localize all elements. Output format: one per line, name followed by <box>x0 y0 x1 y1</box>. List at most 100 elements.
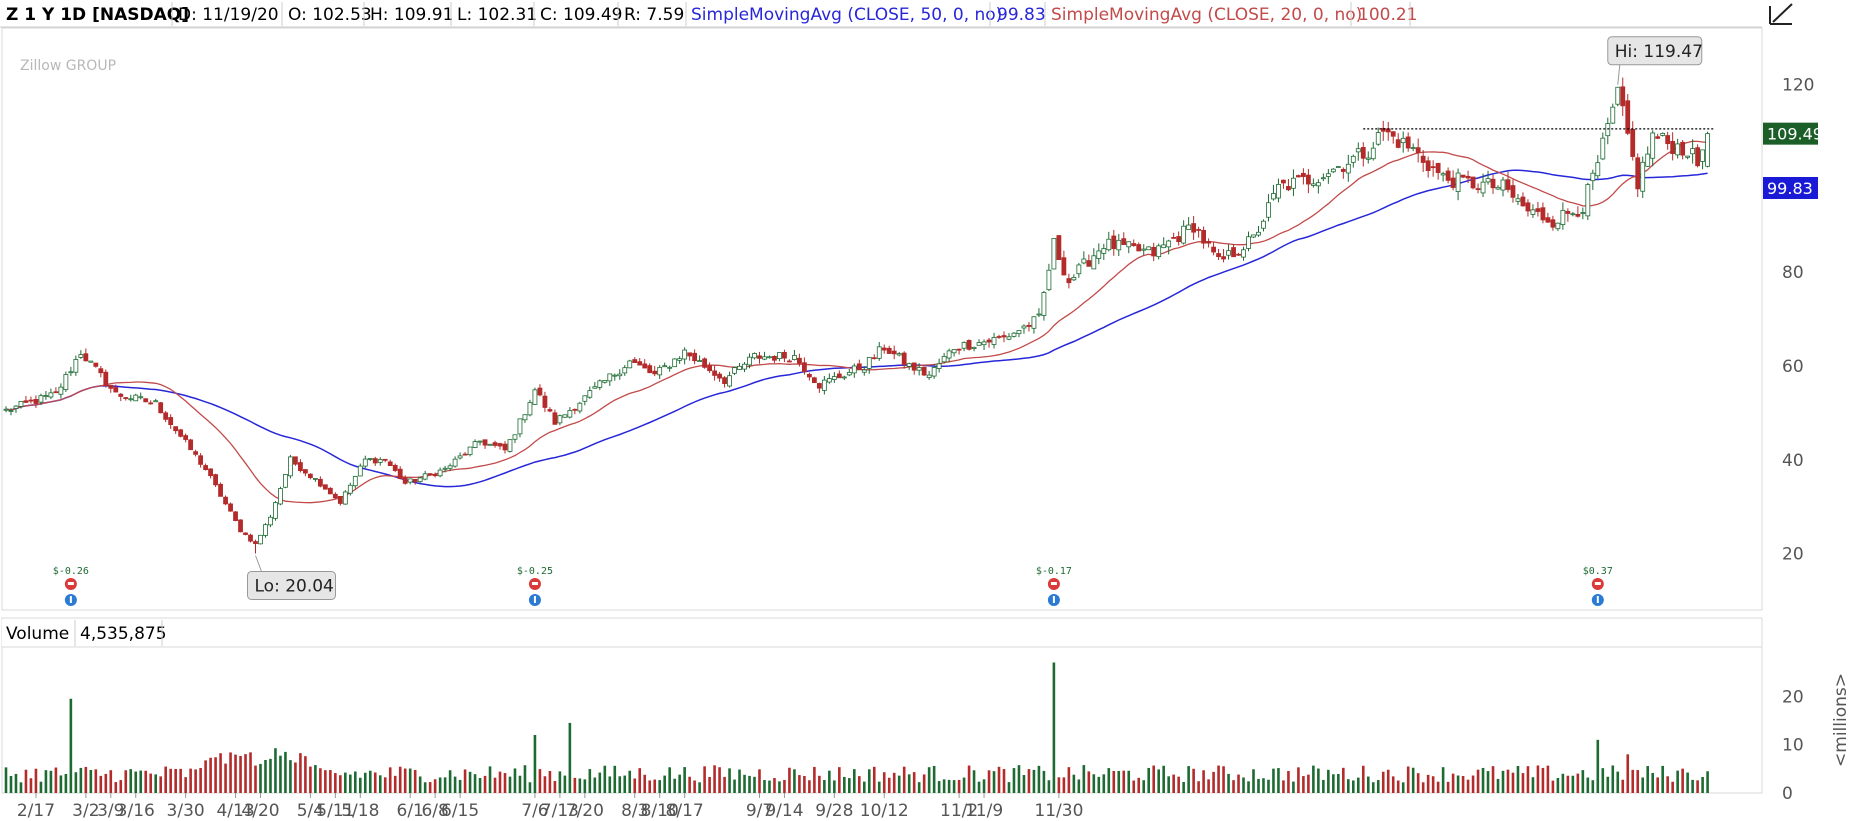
volume-bar <box>623 775 627 793</box>
candle-body <box>3 408 9 411</box>
sma20-value: 100.21 <box>1358 5 1417 25</box>
earnings-eps: $-0.26 <box>53 566 89 577</box>
candle-body <box>1630 128 1636 157</box>
price-tick-label: 80 <box>1782 263 1804 283</box>
candle-body <box>1665 135 1671 145</box>
candle-body <box>976 342 982 346</box>
volume-bar <box>593 777 597 793</box>
volume-bar <box>857 776 861 793</box>
candle-body <box>797 357 802 364</box>
volume-bar <box>1491 766 1495 793</box>
volume-bar <box>1651 772 1654 793</box>
volume-bar <box>408 768 412 793</box>
candle-body <box>1001 335 1007 338</box>
candle-body <box>926 374 932 379</box>
hi-box <box>1607 36 1703 66</box>
candle-body <box>966 339 972 350</box>
volume-bar <box>1312 765 1315 793</box>
volume-bar <box>1701 777 1704 793</box>
candle-body <box>1520 196 1526 207</box>
earnings-markers: $-0.26 $-0.25 $-0.17 $0.37 <box>53 566 1613 606</box>
candle-body <box>861 369 867 373</box>
volume-bar <box>299 753 302 793</box>
candle-body <box>497 443 503 447</box>
volume-bar <box>363 772 367 793</box>
candle-body <box>1420 155 1426 163</box>
candle-body <box>63 374 69 391</box>
candle-body <box>53 391 59 394</box>
candle-body <box>13 405 19 409</box>
volume-bar <box>967 765 971 793</box>
volume-bar <box>673 778 676 793</box>
candle-body <box>906 363 912 367</box>
candle-body <box>273 502 278 519</box>
volume-bar <box>773 778 776 793</box>
candle-body <box>298 462 303 472</box>
volume-bar <box>1481 767 1485 793</box>
volume-bar <box>1122 770 1126 793</box>
candle-body <box>173 426 179 432</box>
draw-tool-icon[interactable] <box>1766 0 1854 30</box>
volume-bar <box>867 769 871 793</box>
volume-bar <box>368 770 372 793</box>
candle-body <box>662 365 668 368</box>
volume-bar <box>1267 779 1270 793</box>
last-tag-text: 109.49 <box>1767 125 1823 144</box>
earnings-call-glyph <box>1050 582 1057 585</box>
candle-body <box>831 376 837 380</box>
sma50-price-tag: 99.83 <box>1763 176 1818 199</box>
volume-bar <box>1322 779 1325 793</box>
x-tick-label: 7/20 <box>566 801 604 821</box>
candle-body <box>1026 324 1032 327</box>
candle-body <box>901 352 907 366</box>
candle-body <box>1455 172 1461 192</box>
candle-body <box>23 400 29 403</box>
volume-bar <box>1302 776 1305 793</box>
volume-bar <box>1591 780 1595 793</box>
candle-body <box>1156 245 1162 258</box>
candle-body <box>1171 236 1177 239</box>
candle-body <box>188 439 194 451</box>
hi-annotation: Hi: 119.47 <box>1607 36 1703 85</box>
volume-bar <box>49 770 53 793</box>
candle-body <box>288 456 293 477</box>
volume-bar <box>603 765 607 793</box>
volume-bar <box>528 782 532 793</box>
candle-body <box>193 451 199 455</box>
volume-bar <box>1272 768 1275 793</box>
candle-body <box>78 354 84 358</box>
volume-bar <box>843 776 846 793</box>
candle-body <box>772 355 777 361</box>
candle-body <box>921 366 927 376</box>
volume-bar <box>1676 770 1679 793</box>
volume-bar <box>59 775 63 793</box>
hi-tail <box>1617 64 1621 85</box>
candle-body <box>886 347 892 354</box>
volume-bar <box>1416 773 1420 793</box>
candle-body <box>1690 148 1696 155</box>
volume-bar <box>214 757 217 793</box>
volume-bar <box>373 772 377 793</box>
candle-body <box>283 473 288 488</box>
volume-bar <box>279 755 282 793</box>
lo-text: Lo: 20.04 <box>255 576 334 596</box>
volume-bar <box>728 768 731 793</box>
volume-bar <box>833 780 836 793</box>
volume-bar <box>1247 781 1250 793</box>
volume-bar <box>329 770 332 793</box>
last-tag-rect <box>1763 122 1818 145</box>
volume-bar <box>1631 769 1635 793</box>
volume-bar <box>1342 767 1345 793</box>
volume-bar <box>1476 769 1480 793</box>
volume-bar <box>972 770 976 793</box>
candle-body <box>777 352 782 359</box>
company-watermark: Zillow GROUP <box>20 58 116 74</box>
sma20-label[interactable]: SimpleMovingAvg (CLOSE, 20, 0, no) <box>1051 5 1362 25</box>
volume-bar <box>558 771 562 793</box>
volume-bar <box>1172 774 1175 793</box>
volume-bar <box>1661 765 1664 793</box>
sma50-label[interactable]: SimpleMovingAvg (CLOSE, 50, 0, no) <box>691 5 1002 25</box>
candle-body <box>1021 325 1027 329</box>
candle-body <box>412 478 418 482</box>
candle-body <box>302 469 308 474</box>
